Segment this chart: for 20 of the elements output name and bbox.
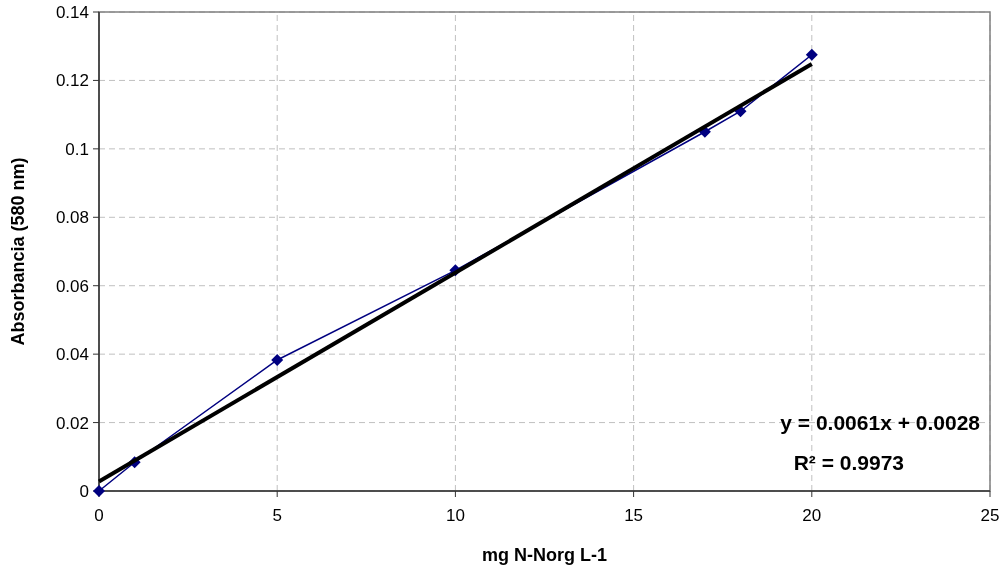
y-tick-label: 0.14 [55,2,89,22]
y-tick-label: 0.12 [55,71,89,91]
annotation: y = 0.0061x + 0.0028 [780,411,981,434]
x-axis-title: mg N-Norg L-1 [482,545,607,565]
x-tick-label: 5 [272,506,282,525]
y-axis-title: Absorbancia (580 nm) [8,157,28,346]
y-tick-label: 0.04 [55,345,89,365]
y-tick-label: 0.1 [65,139,89,159]
x-tick-label: 10 [445,506,465,525]
y-tick-label: 0.02 [55,413,89,433]
x-tick-label: 25 [980,506,1000,525]
point [271,353,284,366]
x-tick-label: 15 [624,506,644,525]
point [805,48,818,61]
x-tick-label: 0 [94,506,104,525]
y-tick-label: 0 [79,481,89,501]
y-tick-label: 0.08 [55,208,89,228]
y-tick-label: 0.06 [55,276,89,296]
x-tick-label: 20 [802,506,822,525]
annotation: R² = 0.9973 [793,451,904,474]
